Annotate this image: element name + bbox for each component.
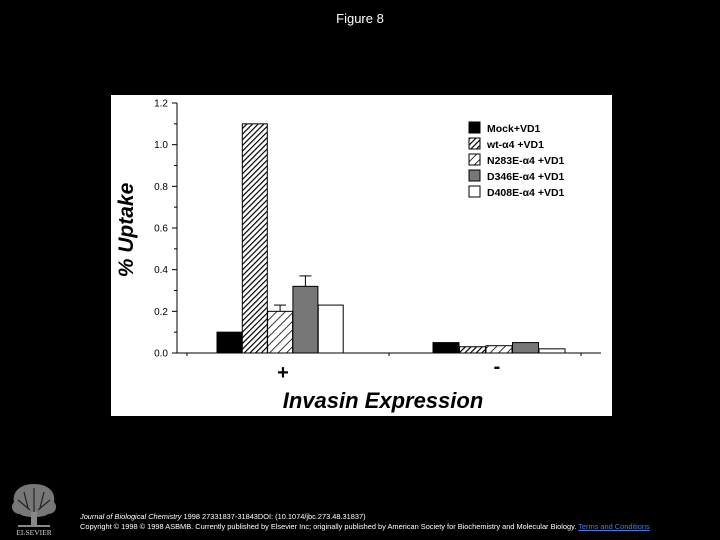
bar xyxy=(292,285,319,354)
legend-swatch xyxy=(468,153,481,166)
legend-label: Mock+VD1 xyxy=(487,123,541,135)
bar-chart: 0.0 0.2 0.4 0.6 0.8 1.0 1.2 + - Mock+VD1 wt-α4 +… xyxy=(115,99,601,413)
bar xyxy=(538,348,566,354)
terms-link[interactable]: Terms and Conditions xyxy=(578,521,650,531)
legend-swatch xyxy=(468,169,481,182)
y-tick-label: 0.6 xyxy=(154,224,168,235)
bar xyxy=(241,123,268,354)
copyright-text: Copyright © 1998 © 1998 ASBMB. Currently… xyxy=(80,521,577,531)
citation-text: 1998 27331837-31843DOI: (10.1074/jbc.273… xyxy=(181,512,366,521)
bar xyxy=(459,346,486,354)
y-tick-label: 0.0 xyxy=(154,349,168,360)
elsevier-logo: ELSEVIER xyxy=(6,478,62,538)
y-tick-label: 1.0 xyxy=(154,140,168,151)
x-category-label: + xyxy=(277,362,289,384)
x-category-label: - xyxy=(494,356,501,378)
x-axis-label: Invasin Expression xyxy=(283,388,484,413)
bar xyxy=(512,342,539,354)
y-tick-label: 0.2 xyxy=(154,307,168,318)
legend-swatch xyxy=(468,137,481,150)
journal-name: Journal of Biological Chemistry xyxy=(80,512,182,521)
y-tick-label: 0.8 xyxy=(154,182,168,193)
legend-label: wt-α4 +VD1 xyxy=(486,139,544,151)
logo-wordmark: ELSEVIER xyxy=(16,528,51,537)
y-tick-label: 1.2 xyxy=(154,99,168,110)
legend-swatch xyxy=(468,121,481,134)
bar xyxy=(267,310,294,354)
bar xyxy=(216,331,243,354)
citation-block: Journal of Biological Chemistry 1998 273… xyxy=(80,512,720,531)
legend-label: D408E-α4 +VD1 xyxy=(487,187,565,199)
legend-swatch xyxy=(468,185,481,198)
legend-label: N283E-α4 +VD1 xyxy=(487,155,565,167)
bar xyxy=(485,345,513,354)
y-axis-label: % Uptake xyxy=(115,182,138,277)
bar xyxy=(317,304,344,354)
bar xyxy=(432,342,460,354)
slide-title: Figure 8 xyxy=(336,11,384,26)
legend-label: D346E-α4 +VD1 xyxy=(487,171,565,183)
figure-panel: 0.0 0.2 0.4 0.6 0.8 1.0 1.2 + - Mock+VD1 wt-α4 +… xyxy=(111,95,612,416)
y-tick-label: 0.4 xyxy=(154,265,168,276)
